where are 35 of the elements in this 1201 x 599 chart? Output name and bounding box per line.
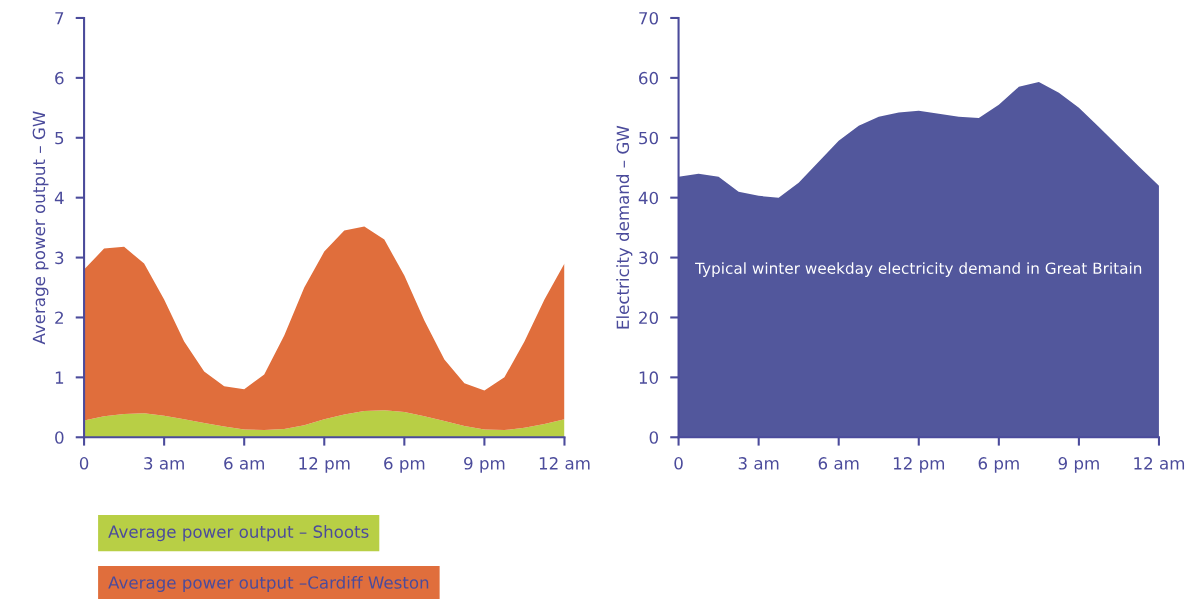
annotation: Typical winter weekday electricity demand in Great Britain (695, 262, 1142, 277)
x-tick-label: 12 am (1134, 457, 1185, 470)
x-tick-label: 3 am (144, 457, 184, 470)
x-tick-label: 9 pm (464, 457, 505, 473)
x-tick-label: 12 pm (893, 457, 945, 473)
text: Average power output – Shoots (108, 525, 369, 542)
y-tick-label: 7 (55, 12, 64, 25)
x-tick-label: 12 am (539, 457, 590, 470)
y-tick-label: 3 (55, 251, 64, 265)
y-tick-label: 0 (649, 431, 659, 444)
x-tick-label: 6 pm (978, 457, 1019, 473)
x-tick-label: 9 pm (1058, 457, 1099, 473)
x-tick-label: 0 (674, 457, 683, 470)
x-tick-label: 3 am (738, 457, 779, 470)
y-axis-title: Average power output – GW (32, 111, 49, 345)
y-tick-label: 50 (639, 131, 659, 145)
y-tick-label: 10 (639, 371, 659, 384)
y-tick-label: 6 (55, 71, 64, 85)
y-tick-label: 40 (638, 191, 659, 205)
y-tick-label: 1 (55, 371, 64, 384)
x-tick-label: 0 (79, 457, 89, 470)
x-tick-label: 12 pm (299, 457, 350, 473)
y-axis-title: Electricity demand – GW (616, 125, 633, 329)
x-tick-label: 6 am (224, 457, 264, 470)
y-tick-label: 4 (54, 191, 64, 204)
y-tick-label: 5 (55, 131, 64, 145)
y-tick-label: 60 (639, 71, 659, 85)
y-tick-label: 0 (55, 431, 64, 444)
x-tick-label: 6 pm (384, 457, 425, 473)
y-tick-label: 70 (639, 11, 659, 25)
x-tick-label: 6 am (818, 457, 859, 470)
text: Average power output –Cardiff Weston (108, 575, 429, 593)
y-tick-label: 20 (639, 311, 659, 325)
y-tick-label: 2 (55, 311, 63, 324)
y-tick-label: 30 (639, 251, 659, 265)
